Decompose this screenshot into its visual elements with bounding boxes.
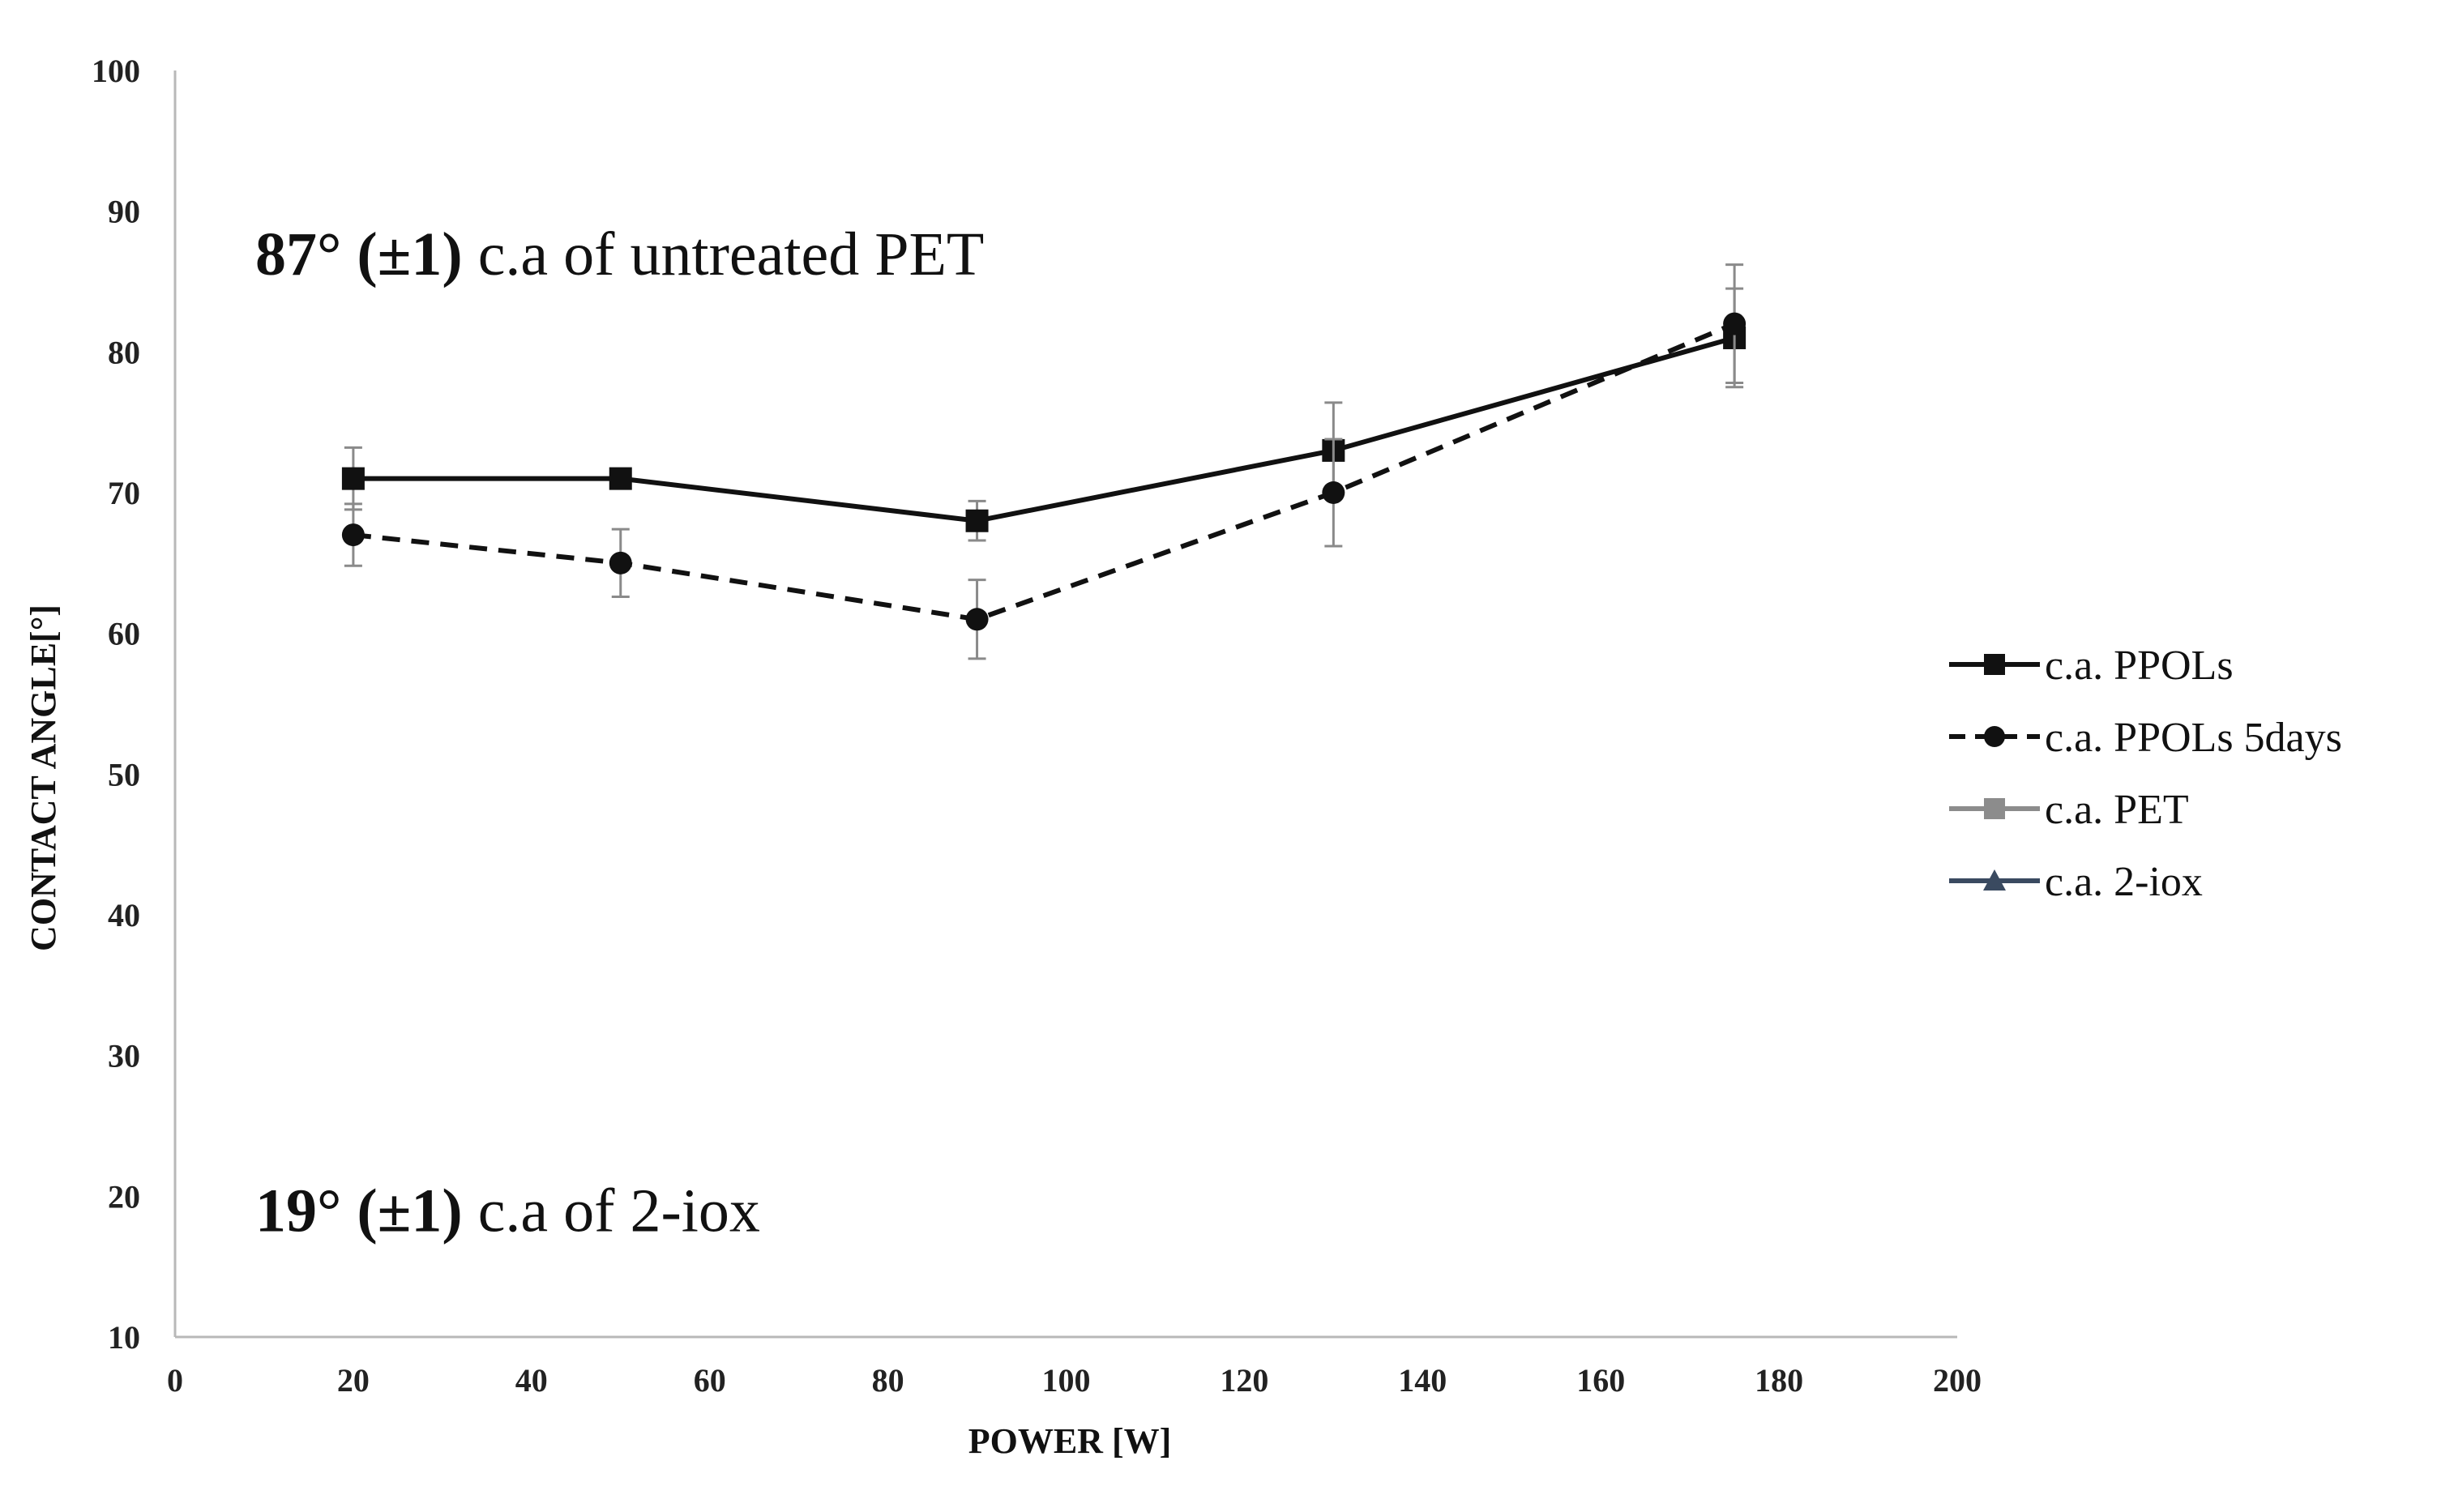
legend: c.a. PPOLs c.a. PPOLs 5days c.a. PET c.a. 2… xyxy=(1949,643,2342,905)
legend-label: c.a. 2-iox xyxy=(2045,859,2203,905)
x-tick-label: 20 xyxy=(337,1362,370,1399)
legend-marker-square xyxy=(1984,654,2005,675)
legend-entry: c.a. 2-iox xyxy=(1949,859,2203,905)
legend-entry: c.a. PET xyxy=(1949,787,2189,833)
series-c-a-ppols xyxy=(341,287,1747,542)
legend-marker-triangle xyxy=(1983,869,2006,891)
annotation-2: 19° (±1) c.a of 2-iox xyxy=(255,1177,760,1245)
x-tick-label: 160 xyxy=(1576,1362,1625,1399)
series-line xyxy=(353,335,1735,523)
y-tick-label: 20 xyxy=(108,1178,140,1215)
annotation-value: 87° (±1) xyxy=(255,220,463,288)
y-tick-label: 100 xyxy=(92,53,140,89)
x-tick-label: 120 xyxy=(1220,1362,1268,1399)
plot-area xyxy=(341,263,1747,660)
x-tick-label: 140 xyxy=(1398,1362,1447,1399)
data-point-circle xyxy=(1723,312,1747,335)
legend-marker-circle xyxy=(1984,726,2005,747)
data-point-circle xyxy=(609,551,632,574)
x-tick-label: 180 xyxy=(1755,1362,1803,1399)
x-tick-label: 80 xyxy=(872,1362,904,1399)
legend-entry: c.a. PPOLs xyxy=(1949,643,2234,689)
y-tick-label: 30 xyxy=(108,1038,140,1074)
y-tick-label: 90 xyxy=(108,194,140,230)
x-tick-label: 40 xyxy=(515,1362,548,1399)
y-axis-title: CONTACT ANGLE[°] xyxy=(24,604,63,951)
annotation-text: c.a of 2-iox xyxy=(463,1177,760,1245)
legend-label: c.a. PET xyxy=(2045,787,2189,833)
series-line xyxy=(353,321,1736,622)
y-tick-label: 60 xyxy=(108,616,140,652)
data-point-circle xyxy=(341,523,365,547)
y-tick-label: 70 xyxy=(108,475,140,511)
data-point-circle xyxy=(1322,481,1345,504)
y-tick-label: 50 xyxy=(108,756,140,792)
legend-marker-square xyxy=(1984,798,2005,819)
x-tick-label: 100 xyxy=(1042,1362,1091,1399)
series-c-a-ppols-5days xyxy=(341,263,1747,660)
data-point-circle xyxy=(965,608,989,631)
legend-label: c.a. PPOLs xyxy=(2045,643,2234,689)
data-point-square xyxy=(609,467,632,490)
data-point-square xyxy=(341,467,365,490)
y-tick-label: 10 xyxy=(108,1319,140,1356)
annotation-value: 19° (±1) xyxy=(255,1177,463,1245)
legend-label: c.a. PPOLs 5days xyxy=(2045,715,2342,761)
y-tick-label: 80 xyxy=(108,334,140,370)
annotation-text: c.a of untreated PET xyxy=(463,220,985,288)
x-tick-label: 60 xyxy=(694,1362,726,1399)
x-tick-label: 0 xyxy=(167,1362,183,1399)
x-tick-label: 200 xyxy=(1933,1362,1982,1399)
x-axis-title: POWER [W] xyxy=(968,1421,1172,1461)
y-tick-label: 40 xyxy=(108,897,140,933)
annotation-1: 87° (±1) c.a of untreated PET xyxy=(255,220,984,288)
legend-entry: c.a. PPOLs 5days xyxy=(1949,715,2342,761)
axes: 0 20 40 60 80 100 120 140 160 180 200 10 20 30 40 50 60 7… xyxy=(92,53,1982,1399)
annotations: 87° (±1) c.a of untreated PET 19° (±1) c.… xyxy=(255,220,984,1245)
data-point-square xyxy=(965,509,989,532)
